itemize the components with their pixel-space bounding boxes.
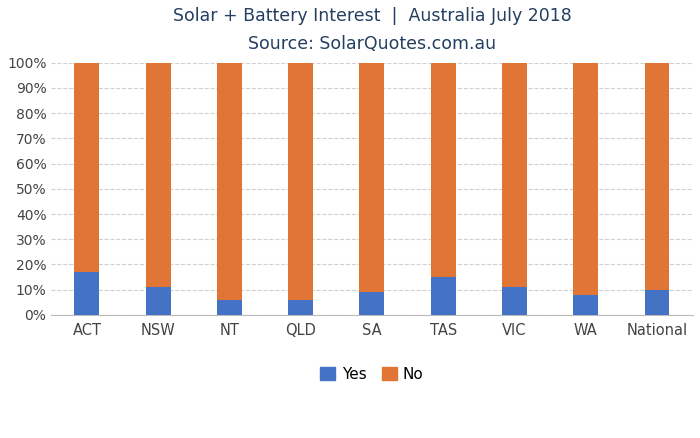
Bar bbox=[645, 63, 669, 290]
Bar bbox=[430, 277, 456, 315]
Bar bbox=[502, 287, 527, 315]
Bar bbox=[645, 290, 669, 315]
Bar bbox=[288, 300, 313, 315]
Bar bbox=[430, 63, 456, 277]
Bar bbox=[360, 292, 384, 315]
Bar bbox=[74, 63, 99, 272]
Bar bbox=[217, 300, 242, 315]
Bar bbox=[217, 63, 242, 300]
Bar bbox=[146, 287, 171, 315]
Bar bbox=[502, 63, 527, 287]
Bar bbox=[288, 63, 313, 300]
Bar bbox=[146, 63, 171, 287]
Legend: Yes, No: Yes, No bbox=[314, 360, 430, 388]
Bar bbox=[74, 272, 99, 315]
Bar bbox=[573, 63, 598, 295]
Title: Solar + Battery Interest  |  Australia July 2018
Source: SolarQuotes.com.au: Solar + Battery Interest | Australia Jul… bbox=[173, 7, 571, 53]
Bar bbox=[573, 295, 598, 315]
Bar bbox=[360, 63, 384, 292]
